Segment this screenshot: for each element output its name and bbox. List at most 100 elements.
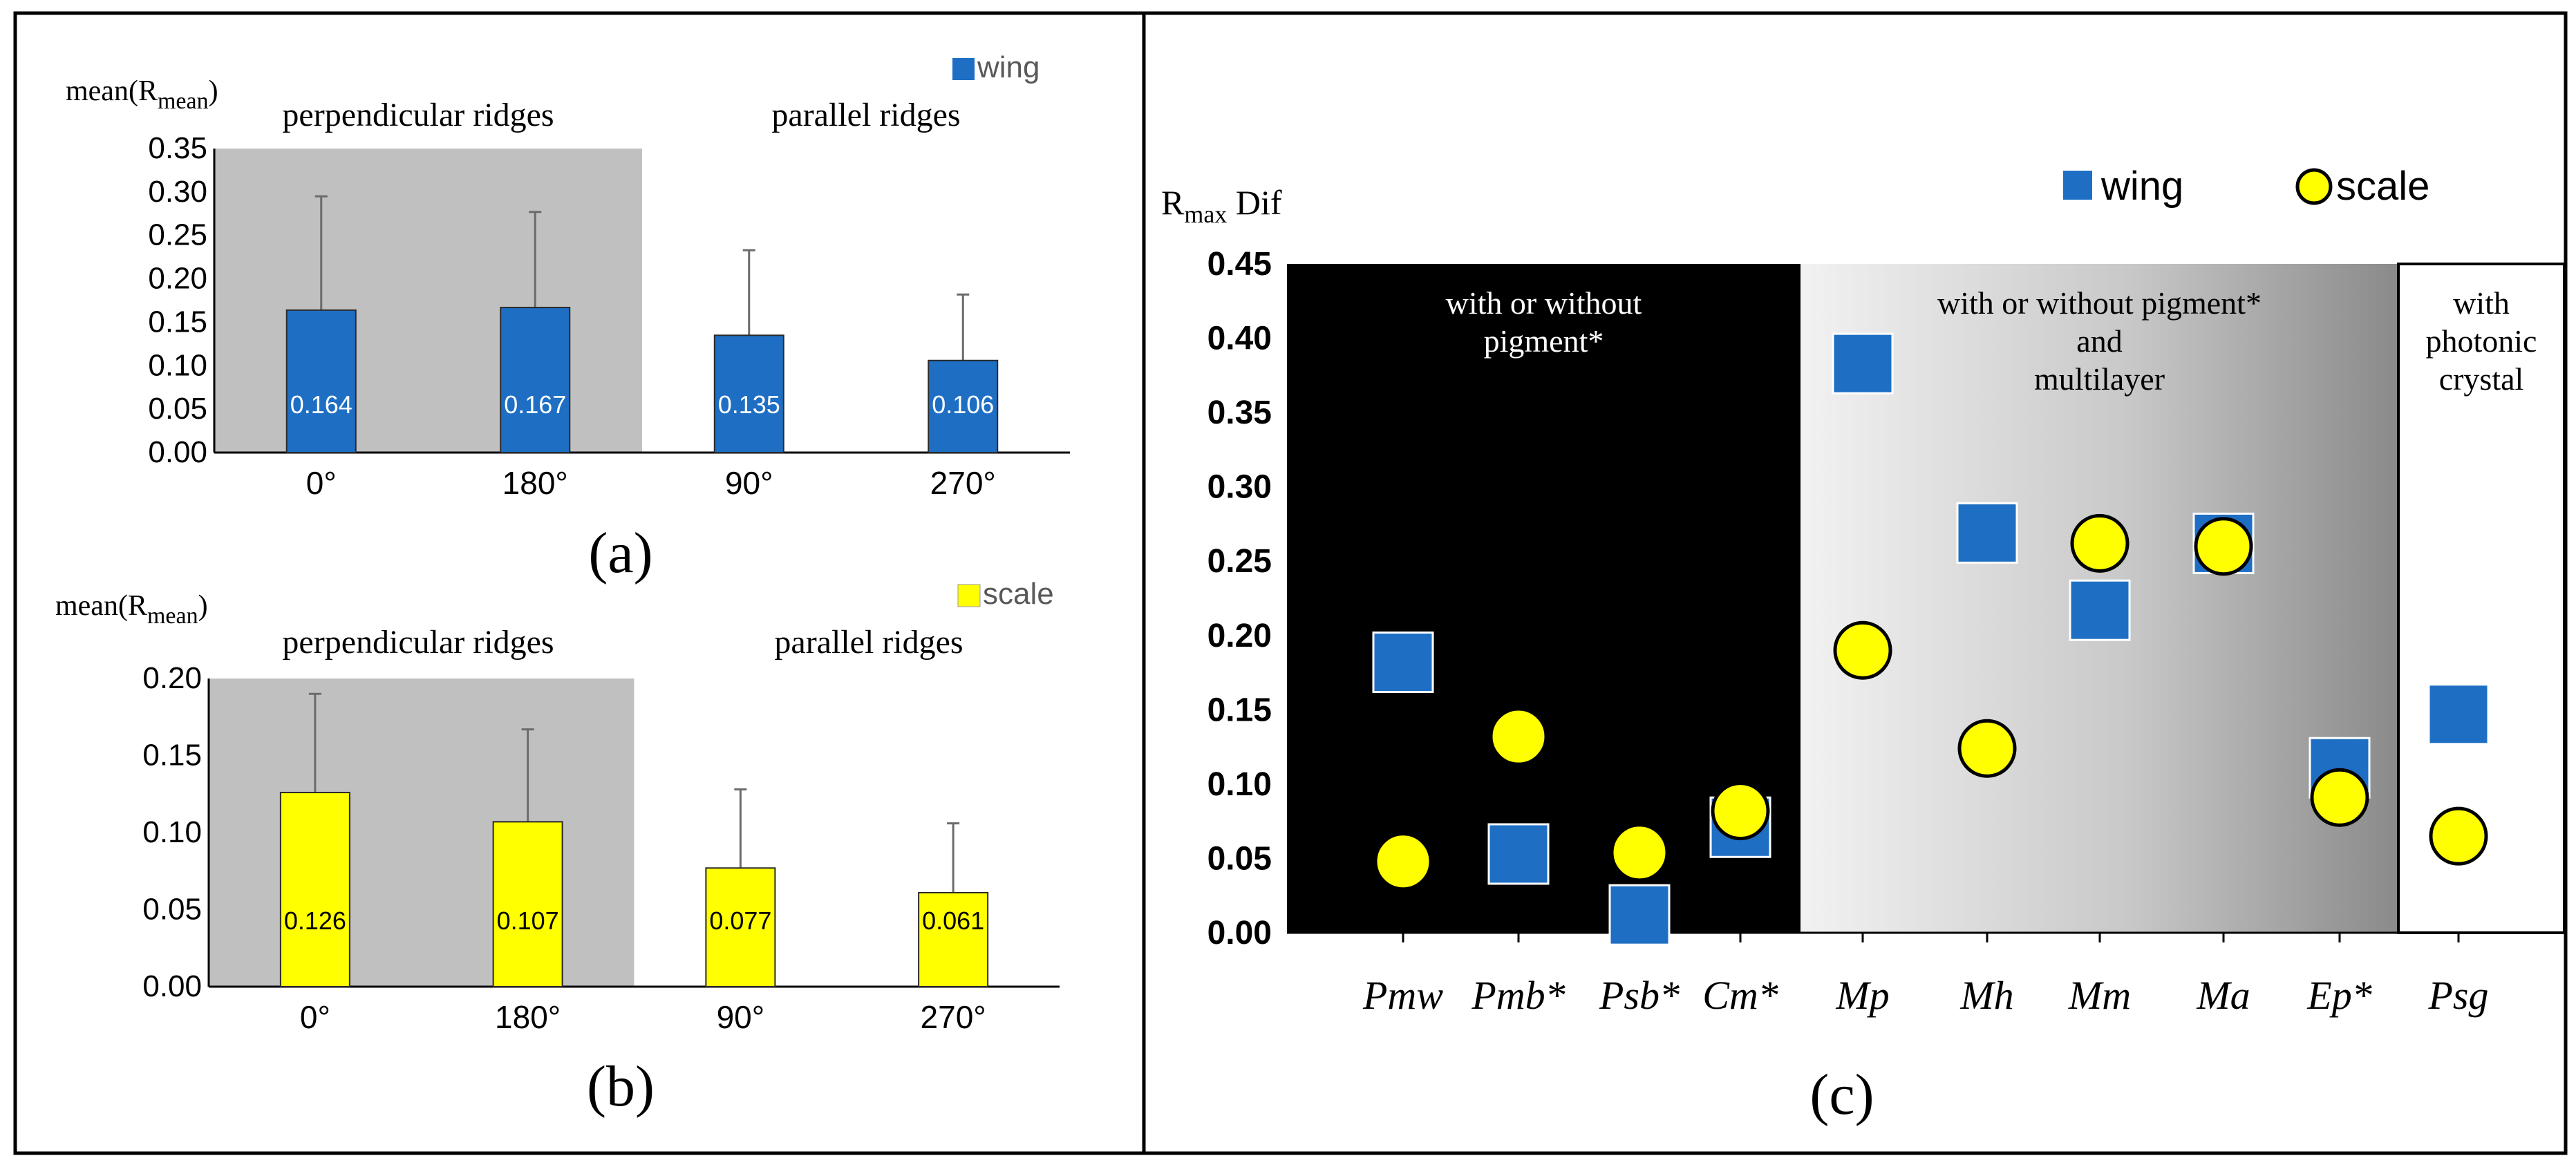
bar — [713, 334, 784, 453]
x-tick-label: Ep* — [2306, 973, 2371, 1018]
scale-point — [1610, 823, 1669, 882]
wing-point — [1608, 884, 1671, 946]
y-tick-label: 0.15 — [148, 305, 207, 339]
x-tick-label: Psb* — [1599, 973, 1680, 1018]
x-tick-label: 90° — [717, 999, 765, 1035]
panel-b-plot: 0.00 0.05 0.10 0.15 0.20 0.126 0° 0.107 180° 0.07… — [142, 661, 1060, 1035]
panel-c-label: (c) — [1809, 1063, 1874, 1127]
data-label: 0.167 — [504, 390, 566, 419]
x-tick-label: Cm* — [1702, 973, 1778, 1018]
scale-point — [2194, 517, 2253, 576]
bar — [492, 821, 563, 988]
y-tick-label: 0.25 — [148, 218, 207, 252]
y-tick-label: 0.00 — [1207, 915, 1272, 951]
shaded-region — [209, 679, 634, 987]
x-tick-label: Psg — [2428, 973, 2489, 1018]
panel-b-region-perpendicular: perpendicular ridges — [282, 624, 554, 661]
panel-c-legend-scale-label: scale — [2336, 164, 2429, 209]
wing-point — [1956, 502, 2018, 564]
x-tick-label: Mp — [1835, 973, 1889, 1018]
panel-b-ylabel: mean(Rmean) — [55, 590, 208, 629]
shaded-region — [214, 149, 642, 453]
panel-a-region-parallel: parallel ridges — [771, 97, 960, 133]
bar — [500, 307, 571, 453]
wing-point — [1832, 332, 1894, 395]
scale-point — [1373, 832, 1433, 891]
wing-point — [2427, 683, 2490, 746]
y-tick-label: 0.40 — [1207, 321, 1272, 357]
panel-b-label: (b) — [587, 1054, 655, 1119]
x-tick-label: 0° — [300, 999, 330, 1035]
scale-point — [1957, 719, 2017, 778]
wing-point — [2069, 579, 2131, 641]
panel-b-region-parallel: parallel ridges — [774, 624, 963, 661]
y-tick-label: 0.35 — [148, 131, 207, 165]
y-tick-label: 0.20 — [142, 661, 202, 695]
y-tick-label: 0.05 — [142, 893, 202, 927]
bar — [285, 309, 357, 454]
bar — [928, 359, 999, 453]
y-tick-label: 0.10 — [142, 815, 202, 849]
region-label: crystal — [2439, 361, 2524, 397]
y-tick-label: 0.15 — [142, 739, 202, 772]
scale-point — [1489, 707, 1548, 766]
data-label: 0.077 — [709, 907, 771, 935]
y-tick-label: 0.00 — [142, 969, 202, 1003]
scale-point — [2429, 806, 2488, 866]
scale-point — [1833, 620, 1892, 680]
y-tick-label: 0.30 — [148, 175, 207, 209]
bar — [918, 891, 989, 987]
region-label: with or without — [1446, 285, 1642, 321]
legend-wing-square-icon — [2063, 171, 2092, 200]
panel-a-plot: 0.00 0.05 0.10 0.15 0.20 0.25 0.30 0.35 0.164 0° 0… — [148, 131, 1070, 501]
legend-scale-icon — [957, 584, 981, 607]
y-tick-label: 0.20 — [148, 262, 207, 296]
region-label: pigment* — [1484, 323, 1604, 359]
bar — [279, 792, 350, 988]
y-tick-label: 0.45 — [1207, 246, 1272, 283]
wing-point — [1372, 631, 1434, 693]
data-label: 0.107 — [497, 907, 559, 935]
scale-point — [1711, 781, 1770, 841]
y-tick-label: 0.35 — [1207, 395, 1272, 431]
scale-point — [2310, 768, 2369, 827]
panel-b-legend-label: scale — [983, 577, 1054, 611]
panel-a: 0.00 0.05 0.10 0.15 0.20 0.25 0.30 0.35 0.164 0° 0… — [66, 50, 1070, 585]
scale-point — [2070, 513, 2130, 573]
x-tick-label: 270° — [921, 999, 986, 1035]
legend-scale-circle-icon — [2295, 168, 2333, 205]
region-label: with or without pigment* — [1937, 285, 2262, 321]
panel-c-ylabel: Rmax Dif — [1161, 183, 1282, 228]
wing-point — [1487, 823, 1550, 885]
x-tick-label: 180° — [495, 999, 561, 1035]
panel-a-region-perpendicular: perpendicular ridges — [282, 97, 554, 133]
legend-wing-icon — [952, 58, 975, 80]
panel-b: 0.00 0.05 0.10 0.15 0.20 0.126 0° 0.107 180° 0.07… — [55, 577, 1060, 1119]
y-tick-label: 0.30 — [1207, 469, 1272, 506]
bar — [705, 867, 776, 988]
panel-a-legend-label: wing — [977, 50, 1040, 84]
data-label: 0.126 — [284, 907, 346, 935]
y-tick-label: 0.00 — [148, 435, 207, 469]
x-tick-label: Pmw — [1362, 973, 1443, 1018]
x-tick-label: 0° — [306, 465, 337, 501]
x-tick-label: Pmb* — [1471, 973, 1565, 1018]
data-label: 0.061 — [922, 907, 984, 935]
region-label: multilayer — [2034, 361, 2165, 397]
x-tick-label: Mh — [1959, 973, 2013, 1018]
data-label: 0.106 — [932, 390, 994, 419]
y-tick-label: 0.25 — [1207, 543, 1272, 580]
y-tick-label: 0.10 — [1207, 766, 1272, 803]
y-tick-label: 0.20 — [1207, 618, 1272, 654]
panel-c-legend-wing-label: wing — [2100, 164, 2183, 209]
x-tick-label: 270° — [930, 465, 996, 501]
region-label: with — [2453, 285, 2510, 321]
region-label: photonic — [2426, 323, 2537, 359]
data-label: 0.135 — [718, 390, 780, 419]
panel-a-ylabel: mean(Rmean) — [66, 75, 218, 114]
x-tick-label: Ma — [2196, 973, 2250, 1018]
x-tick-label: 180° — [502, 465, 568, 501]
panel-a-label: (a) — [588, 521, 652, 585]
